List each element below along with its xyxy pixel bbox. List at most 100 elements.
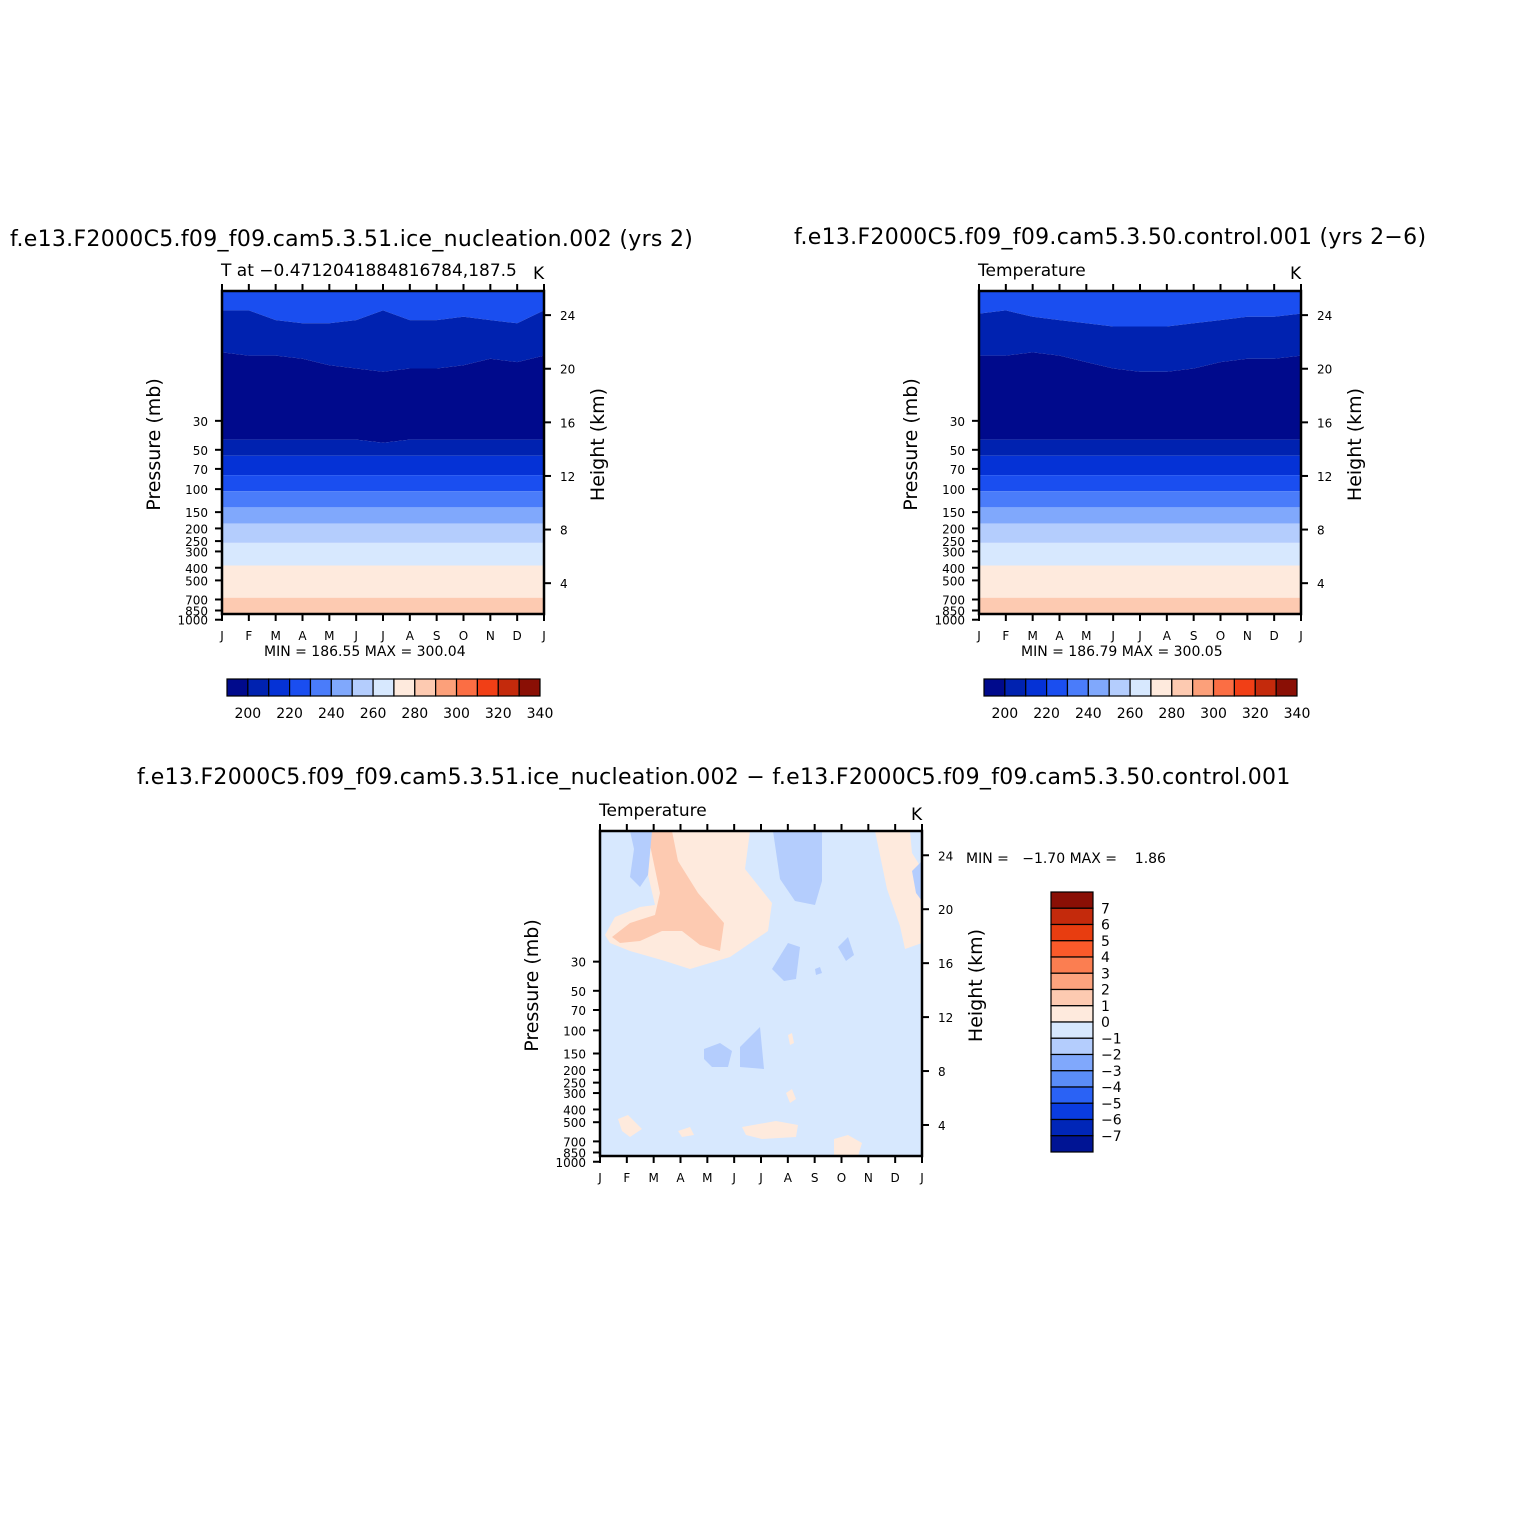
panel2-stats: MIN = 186.79 MAX = 300.05 <box>1021 644 1223 660</box>
panel2-x-tick-label: F <box>1002 629 1009 643</box>
panel3-colorbar-box <box>1050 907 1094 926</box>
panel3-y-tick-label: 400 <box>563 1103 586 1117</box>
panel2-colorbar-box <box>1212 678 1235 697</box>
panel2-x-tick-label: A <box>1163 629 1172 643</box>
panel1-colorbar-box <box>476 678 499 697</box>
panel1-x-tick-label: J <box>541 629 546 643</box>
panel2-band-2 <box>979 352 1301 440</box>
panel2-band-8 <box>979 523 1301 543</box>
panel1-x-tick-label: D <box>513 629 522 643</box>
panel1-y-tick-label: 150 <box>185 506 208 520</box>
panel3-colorbar-box <box>1050 891 1094 909</box>
panel3-y-tick-label: 50 <box>571 985 586 999</box>
panel1-y-tick-label: 700 <box>185 593 208 607</box>
panel1-band-6 <box>222 491 544 508</box>
panel1-x-tick-label: J <box>380 629 385 643</box>
panel3-x-tick-label: D <box>891 1171 900 1185</box>
panel3-cool-patch <box>912 861 922 901</box>
panel2-band-9 <box>979 542 1301 566</box>
panel2-band-6 <box>979 491 1301 508</box>
panel3-colorbar-label: 5 <box>1101 934 1110 950</box>
panel2-colorbar-box <box>1108 678 1131 697</box>
panel1-colorbar-box <box>518 678 541 697</box>
panel2-y-tick-label: 30 <box>950 415 965 429</box>
panel3-y-tick-label: 300 <box>563 1087 586 1101</box>
panel3-y-right-tick-label: 20 <box>938 903 953 917</box>
panel2-band-11 <box>979 597 1301 614</box>
panel3-colorbar-box <box>1050 1037 1094 1056</box>
panel2-y-tick-label: 500 <box>942 574 965 588</box>
panel2-y-tick-label: 70 <box>950 463 965 477</box>
panel3-warm-patch-strong <box>612 831 724 951</box>
panel2-x-tick-label: J <box>1137 629 1142 643</box>
panel3-colorbar-box <box>1050 1021 1094 1039</box>
panel1-y-tick-label: 500 <box>185 574 208 588</box>
panel2-band-5 <box>979 475 1301 492</box>
panel1-y-right-tick-label: 16 <box>560 416 575 430</box>
panel2-band-1 <box>979 310 1301 372</box>
panel2-colorbar-label: 220 <box>1033 706 1060 722</box>
panel2-x-tick-label: J <box>976 629 981 643</box>
panel2-x-tick-label: M <box>1027 629 1037 643</box>
panel3-x-tick-label: O <box>837 1171 846 1185</box>
panel3-y-right-tick-label: 8 <box>938 1065 946 1079</box>
panel2-band-4 <box>979 455 1301 476</box>
panel3-colorbar-label: 3 <box>1101 966 1110 982</box>
panel2-band-0 <box>979 291 1301 327</box>
panel1-y-tick-label: 100 <box>185 483 208 497</box>
panel3-colorbar-box <box>1050 1102 1094 1121</box>
panel2-x-tick-label: O <box>1216 629 1225 643</box>
panel2-colorbar-box <box>1129 678 1152 697</box>
panel3-colorbar-label: 6 <box>1101 918 1110 934</box>
panel3-colorbar-label: −3 <box>1101 1064 1122 1080</box>
panel2-colorbar-label: 200 <box>991 706 1018 722</box>
panel1-colorbar-label: 240 <box>318 706 345 722</box>
panel2-y-tick-label: 250 <box>942 535 965 549</box>
panel3-y-tick-label: 200 <box>563 1064 586 1078</box>
panel1-y-tick-label: 300 <box>185 545 208 559</box>
panel3-colorbar-label: −4 <box>1101 1080 1122 1096</box>
panel1-y-tick-label: 200 <box>185 522 208 536</box>
panel2-colorbar-box <box>1066 678 1089 697</box>
panel3-warm-patch <box>834 1135 862 1156</box>
panel1-y-tick-label: 50 <box>193 444 208 458</box>
panel2-colorbar-box <box>1004 678 1027 697</box>
panel2-y-right-tick-label: 8 <box>1317 524 1325 538</box>
panel2-colorbar-box <box>1171 678 1194 697</box>
panel1-colorbar-label: 280 <box>401 706 428 722</box>
panel1-ylabel: Pressure (mb) <box>143 378 165 511</box>
panel3-y-tick-label: 150 <box>563 1047 586 1061</box>
panel2-colorbar-box <box>1150 678 1173 697</box>
panel2-colorbar-box <box>1045 678 1069 697</box>
panel1-colorbar-box <box>309 678 332 697</box>
panel1-colorbar-label: 200 <box>234 706 261 722</box>
panel3-cool-patch <box>704 1043 732 1067</box>
panel1-frame <box>220 289 546 616</box>
panel3-colorbar-label: 1 <box>1101 999 1110 1015</box>
panel3-ylabel: Pressure (mb) <box>521 919 543 1052</box>
panel1-colorbar-box <box>372 678 395 697</box>
panel3-cool-patch <box>838 937 854 961</box>
panel1-colorbar-label: 260 <box>360 706 387 722</box>
panel2-band-7 <box>979 507 1301 524</box>
panel1-colorbar-box <box>226 678 249 697</box>
panel1-band-1 <box>222 310 544 372</box>
panel1-colorbar-box <box>497 678 520 697</box>
panel2-colorbar-label: 340 <box>1284 706 1311 722</box>
panel3-colorbar-box <box>1050 1005 1094 1023</box>
panel1-band-8 <box>222 523 544 543</box>
panel3-colorbar-label: 2 <box>1101 983 1110 999</box>
panel3-colorbar-box <box>1050 940 1094 958</box>
panel1-colorbar-box <box>289 678 312 697</box>
panel3-subtitle: Temperature <box>599 801 707 821</box>
panel2-band-10 <box>979 565 1301 598</box>
panel1-band-5 <box>222 475 544 492</box>
panel3-y-right-tick-label: 12 <box>938 1011 953 1025</box>
panel3-cool-patch <box>772 943 800 981</box>
panel1-y-tick-label: 30 <box>193 415 208 429</box>
panel3-x-tick-label: M <box>648 1171 658 1185</box>
panel2-y-tick-label: 850 <box>942 605 965 619</box>
panel2-frame <box>977 289 1303 616</box>
panel1-colorbar-label: 340 <box>527 706 554 722</box>
panel3-x-tick-label: S <box>811 1171 819 1185</box>
